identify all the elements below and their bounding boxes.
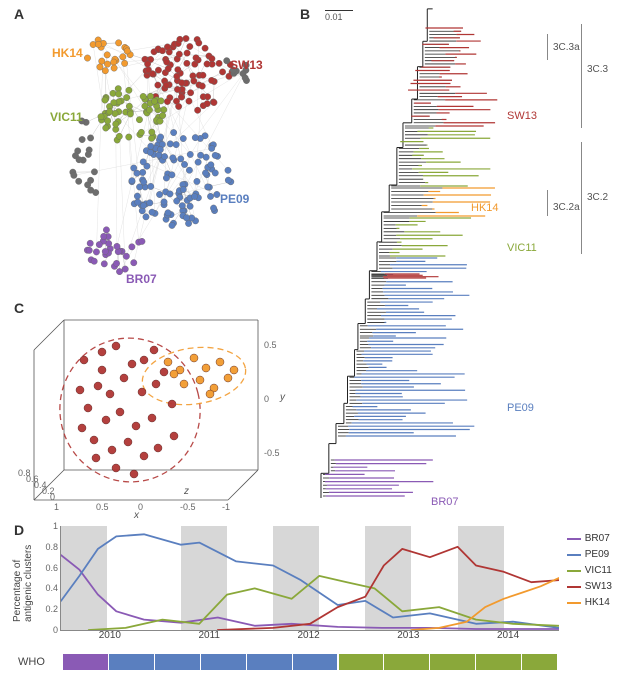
panelD-xaxis-labels: 2010 2011 2012 2013 2014 — [60, 630, 558, 644]
panelB-tree: 0.01 SW13HK14VIC11PE09BR073C.3a3C.33C.2a… — [303, 6, 613, 516]
axisC-x-tick: 1 — [54, 502, 59, 512]
who-label: WHO — [18, 656, 62, 668]
axisC-x-tick: -1 — [222, 502, 230, 512]
series-sw13 — [218, 547, 559, 630]
axisC-y-tick: -0.5 — [264, 448, 280, 458]
clade-3c2a: 3C.2a — [553, 202, 580, 213]
panelD-ylabel: Percentage of antigenic clusters — [12, 545, 34, 622]
legend-label: VIC11 — [585, 564, 612, 578]
legend-item-pe09: PE09 — [567, 548, 612, 562]
panelC-scatter3d: 0.50-0.5y10.50-0.5-1x0.80.60.40.20z — [24, 300, 288, 516]
panelD-ytick: 0.6 — [40, 563, 58, 573]
axisC-y-label: y — [280, 392, 285, 403]
who-seg-pe09 — [109, 654, 338, 670]
who-seg-vic11 — [338, 654, 558, 670]
panelD-year-2014: 2014 — [497, 630, 519, 644]
series-pe09 — [61, 534, 559, 628]
legend-item-vic11: VIC11 — [567, 564, 612, 578]
series-vic11 — [89, 576, 559, 630]
legend-label: BR07 — [585, 532, 610, 546]
panelD-linechart: Percentage of antigenic clusters 00.20.4… — [16, 524, 612, 686]
panelD-ytick: 0.8 — [40, 542, 58, 552]
legend-label: PE09 — [585, 548, 609, 562]
axisC-x-tick: 0.5 — [96, 502, 109, 512]
panelD-legend: BR07 PE09 VIC11 SW13 HK14 — [567, 532, 612, 612]
legend-swatch — [567, 570, 581, 572]
panelD-year-2013: 2013 — [397, 630, 419, 644]
who-tick — [475, 654, 476, 670]
who-tick — [338, 654, 339, 670]
panelD-year-2011: 2011 — [198, 630, 220, 644]
legend-swatch — [567, 538, 581, 540]
legend-item-hk14: HK14 — [567, 596, 612, 610]
panelB-svg — [303, 6, 613, 516]
tree-scale-value: 0.01 — [325, 12, 343, 22]
series-br07 — [61, 555, 559, 629]
who-seg-br07 — [62, 654, 109, 670]
series-hk14 — [411, 578, 559, 630]
panelC-label: C — [14, 300, 24, 316]
panelD-plotarea — [60, 526, 559, 631]
clade-3c3a: 3C.3a — [553, 42, 580, 53]
legend-item-br07: BR07 — [567, 532, 612, 546]
panelD-year-2012: 2012 — [297, 630, 319, 644]
panelD-ytick: 1 — [40, 521, 58, 531]
clade-3c3: 3C.3 — [587, 64, 608, 75]
who-tick — [62, 654, 63, 670]
legend-swatch — [567, 586, 581, 588]
panelA-network: HK14SW13VIC11PE09BR07 — [24, 18, 286, 290]
legend-swatch — [567, 602, 581, 604]
clade-3c2: 3C.2 — [587, 192, 608, 203]
legend-item-sw13: SW13 — [567, 580, 612, 594]
axisC-z-label: z — [184, 486, 189, 497]
axisC-y-tick: 0.5 — [264, 340, 277, 350]
panelD-svg — [61, 526, 559, 630]
panelD-ytick: 0.4 — [40, 583, 58, 593]
who-tick — [521, 654, 522, 670]
panelA-svg — [24, 18, 286, 290]
axisC-y-tick: 0 — [264, 394, 269, 404]
who-tick — [154, 654, 155, 670]
axisC-x-label: x — [134, 510, 139, 521]
who-tick — [292, 654, 293, 670]
figure-root: A HK14SW13VIC11PE09BR07 B 0.01 SW13HK14V… — [0, 0, 621, 693]
legend-swatch — [567, 554, 581, 556]
legend-label: HK14 — [585, 596, 610, 610]
who-tick — [200, 654, 201, 670]
legend-label: SW13 — [585, 580, 612, 594]
who-tick — [383, 654, 384, 670]
axisC-z-tick: 0 — [50, 492, 55, 502]
who-bar — [62, 654, 558, 670]
who-tick — [246, 654, 247, 670]
panelC-svg — [24, 300, 288, 516]
axisC-x-tick: -0.5 — [180, 502, 196, 512]
who-tick — [429, 654, 430, 670]
who-row: WHO — [18, 652, 558, 672]
panelD-ytick: 0 — [40, 625, 58, 635]
who-tick — [108, 654, 109, 670]
panelA-label: A — [14, 6, 24, 22]
panelD-ytick: 0.2 — [40, 604, 58, 614]
panelD-year-2010: 2010 — [99, 630, 121, 644]
tree-scale-bar: 0.01 — [325, 10, 353, 22]
